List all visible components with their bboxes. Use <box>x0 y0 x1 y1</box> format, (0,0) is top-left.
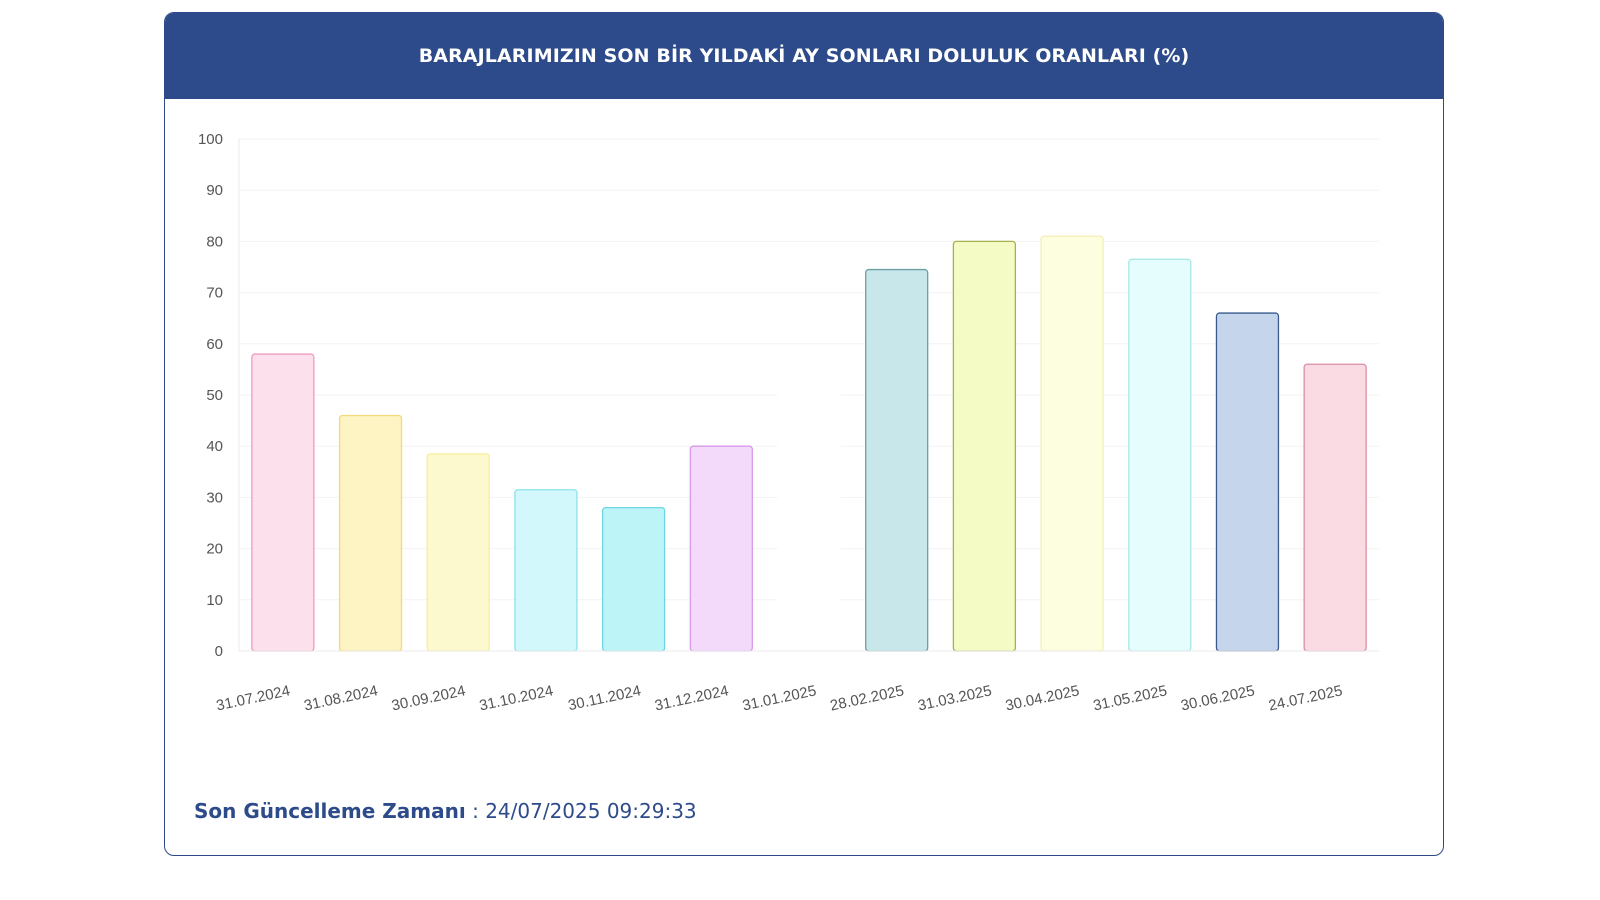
x-tick-label: 31.01.2025 <box>741 682 818 714</box>
bar-31.08.2024[interactable] <box>338 414 403 652</box>
bar-31.03.2025[interactable] <box>952 240 1017 652</box>
x-tick-label: 30.04.2025 <box>1004 682 1081 714</box>
y-tick-label: 40 <box>206 438 223 455</box>
y-tick-label: 10 <box>206 592 223 609</box>
y-tick-label: 60 <box>206 336 223 353</box>
y-tick-label: 20 <box>206 541 223 558</box>
x-tick-label: 31.12.2024 <box>653 682 730 714</box>
bar-31.12.2024[interactable] <box>689 445 753 652</box>
x-tick-label: 31.07.2024 <box>215 682 292 714</box>
chart-card: BARAJLARIMIZIN SON BİR YILDAKİ AY SONLAR… <box>164 12 1444 856</box>
x-tick-label: 30.09.2024 <box>390 682 467 714</box>
y-tick-label: 0 <box>215 643 223 660</box>
bar-31.01.2025[interactable] <box>777 381 841 652</box>
bar-31.07.2024[interactable] <box>251 353 315 652</box>
bar-30.09.2024[interactable] <box>426 453 490 652</box>
x-tick-label: 31.03.2025 <box>916 682 993 714</box>
last-update-separator: : <box>465 799 486 823</box>
x-tick-label: 31.05.2025 <box>1092 682 1169 714</box>
chart-title: BARAJLARIMIZIN SON BİR YILDAKİ AY SONLAR… <box>418 45 1190 67</box>
bars <box>251 235 1367 652</box>
bar-31.10.2024[interactable] <box>514 489 578 652</box>
card-header: BARAJLARIMIZIN SON BİR YILDAKİ AY SONLAR… <box>165 13 1443 99</box>
bar-31.05.2025[interactable] <box>1128 258 1192 652</box>
last-update-label: Son Güncelleme Zamanı <box>194 799 466 823</box>
x-tick-label: 30.06.2025 <box>1179 682 1256 714</box>
x-tick-label: 24.07.2025 <box>1267 682 1344 714</box>
y-tick-label: 100 <box>198 131 223 148</box>
x-axis-ticks: 31.07.2024 31.08.2024 30.09.2024 31.10.2024… <box>215 682 1344 714</box>
bar-28.02.2025[interactable] <box>865 268 929 652</box>
y-tick-label: 50 <box>206 387 223 404</box>
y-tick-label: 70 <box>206 285 223 302</box>
y-tick-label: 90 <box>206 182 223 199</box>
bar-24.07.2025[interactable] <box>1303 363 1367 652</box>
x-tick-label: 31.10.2024 <box>478 682 555 714</box>
y-tick-label: 30 <box>206 489 223 506</box>
x-tick-label: 31.08.2024 <box>302 682 379 714</box>
x-tick-label: 30.11.2024 <box>567 682 643 714</box>
x-tick-label: 28.02.2025 <box>829 682 906 714</box>
bar-30.11.2024[interactable] <box>601 506 666 652</box>
y-axis-ticks: 0 10 20 30 40 50 60 70 80 90 100 <box>198 131 223 660</box>
bar-30.06.2025[interactable] <box>1215 312 1280 652</box>
y-tick-label: 80 <box>206 233 223 250</box>
last-update-value: 24/07/2025 09:29:33 <box>485 799 697 823</box>
bar-30.04.2025[interactable] <box>1040 235 1104 652</box>
last-update: Son Güncelleme Zamanı : 24/07/2025 09:29… <box>194 799 697 823</box>
bar-chart: 0 10 20 30 40 50 60 70 80 90 100 31.07.2024 31.08.2… <box>198 131 1379 715</box>
